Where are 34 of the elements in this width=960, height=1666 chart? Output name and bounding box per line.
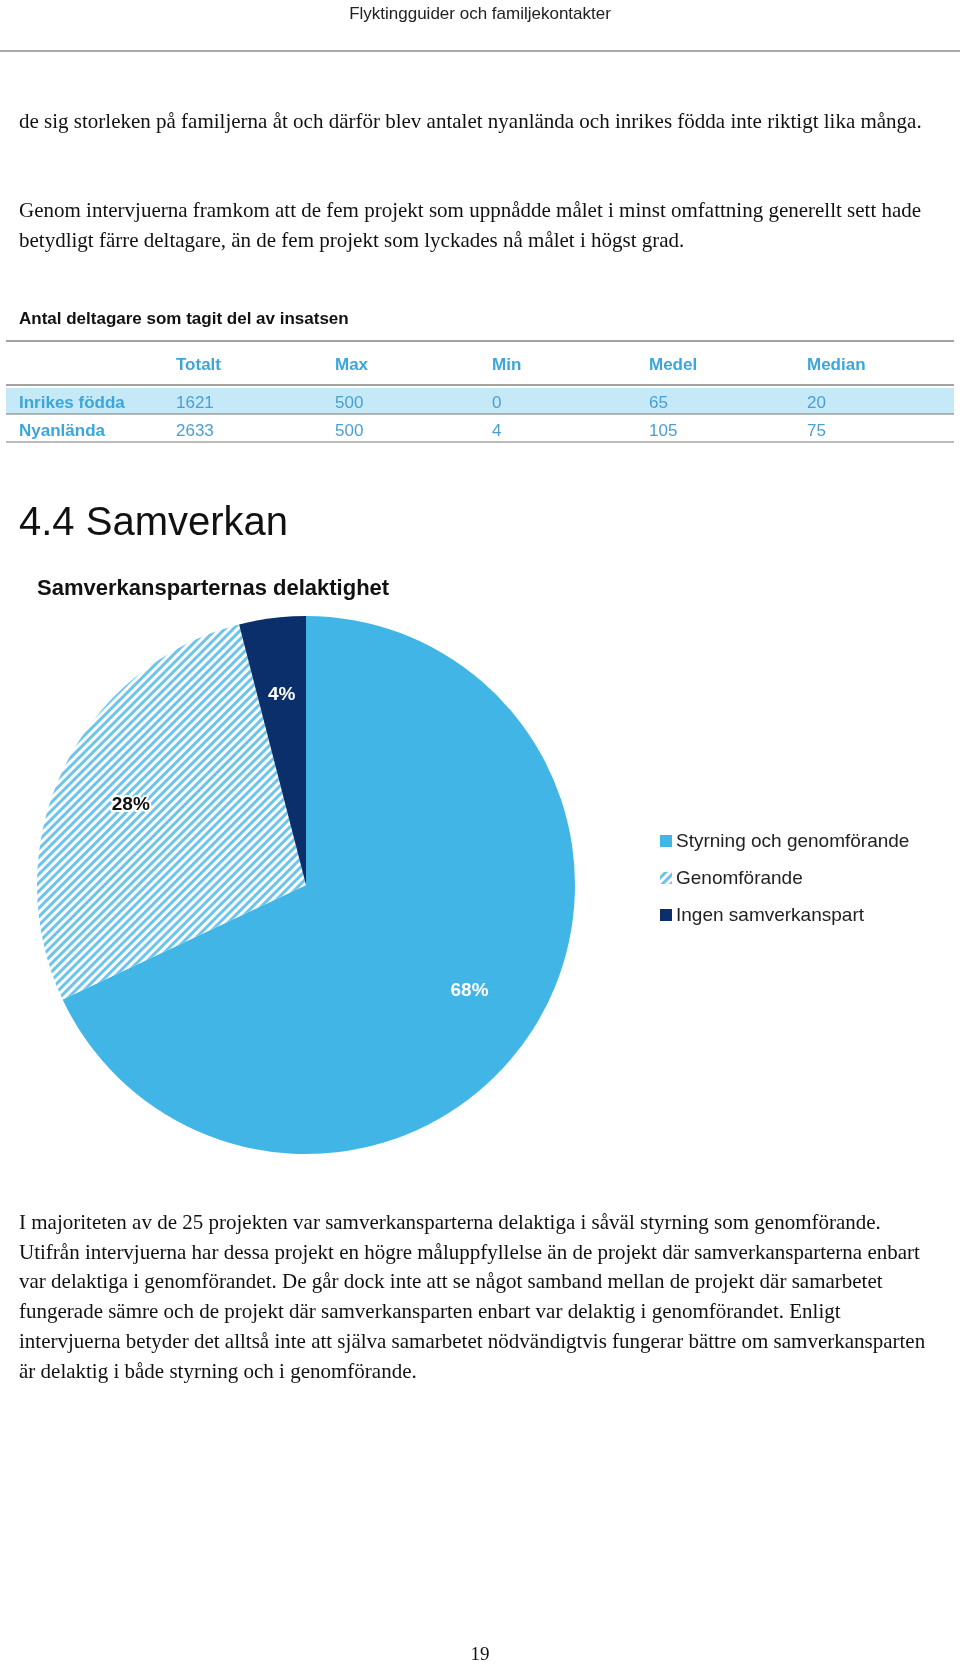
data-label: 1621 xyxy=(176,393,214,412)
chart-title: Samverkansparternas delaktighet xyxy=(37,575,390,600)
data-label: 20 xyxy=(807,393,826,412)
data-label: 28% xyxy=(111,792,150,814)
data-label: 68% xyxy=(450,978,489,1000)
x-tick-label: Medel xyxy=(649,355,698,374)
data-label: 105 xyxy=(649,421,678,440)
legend-label: Ingen samverkanspart xyxy=(676,904,865,925)
pie-slice xyxy=(62,616,575,1154)
x-tick-label: Min xyxy=(492,355,522,374)
x-tick-label: Totalt xyxy=(176,355,222,374)
data-label: 2633 xyxy=(176,421,214,440)
y-tick-label: Nyanlända xyxy=(19,421,106,440)
text: 19 xyxy=(470,1643,490,1664)
x-tick-label: Max xyxy=(335,355,369,374)
legend-label: Genomförande xyxy=(676,867,803,888)
y-tick-label: Inrikes födda xyxy=(19,393,126,412)
data-label: 4% xyxy=(267,682,296,704)
pie-slice xyxy=(37,624,306,1000)
x-tick-label: Median xyxy=(807,355,866,374)
text: Flyktingguider och familjekontakter xyxy=(349,4,612,23)
text: de sig storleken på familjerna åt och därför blev antalet nyanlända och inrikes födda inte riktigt lika många. xyxy=(19,109,922,133)
text: 4.4 Samverkan xyxy=(19,499,289,543)
chart-title: Antal deltagare som tagit del av insatsen xyxy=(19,309,349,328)
data-label: 65 xyxy=(649,393,668,412)
data-label: 4 xyxy=(492,421,502,440)
text: Genom intervjuerna framkom att de fem projekt som uppnådde målet i minst omfattning generellt sett hade betydligt färre deltagare, än de fem projekt som lyckades nå målet i högst grad. xyxy=(19,198,922,252)
pie-slice xyxy=(239,616,306,885)
data-label: 500 xyxy=(335,393,364,412)
data-label: 500 xyxy=(335,421,364,440)
data-label: 75 xyxy=(807,421,826,440)
data-label: 0 xyxy=(492,393,502,412)
legend-label: Styrning och genomförande xyxy=(676,830,910,851)
text: I majoriteten av de 25 projekten var samverkansparterna delaktiga i såväl styrning som genomförande. Utifrån intervjuerna har dessa projekt en högre måluppfyllelse än de projekt där samverkansparterna enbart var delaktiga i genomförandet. De går dock inte att se något samband mellan de projekt där samarbetet fungerade sämre och de projekt där samverkansparten enbart var delaktig i genomförandet. Enligt intervjuerna betyder det alltså inte att själva samarbetet nödvändigtvis fungerar bättre om samverkansparten är delaktig i både styrning och i genomförande. xyxy=(19,1210,926,1383)
